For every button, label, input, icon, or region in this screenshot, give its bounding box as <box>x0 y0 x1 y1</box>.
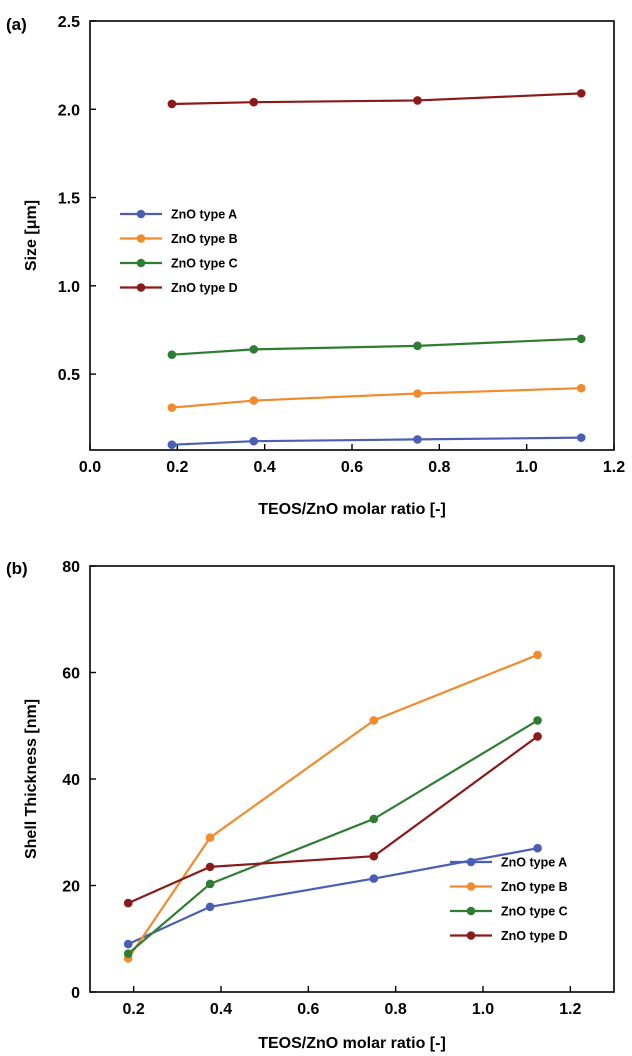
data-point <box>249 345 259 354</box>
series-zno-type-c <box>167 334 586 359</box>
series-zno-type-a <box>123 843 542 949</box>
x-tick-label: 0.4 <box>210 1001 232 1018</box>
data-point <box>533 716 542 725</box>
data-point <box>369 814 379 824</box>
series-line <box>127 735 539 905</box>
x-tick-label: 1.0 <box>472 1001 494 1018</box>
legend-swatch-marker <box>136 283 146 292</box>
series-zno-type-d <box>167 89 586 109</box>
data-point <box>167 403 177 412</box>
y-tick-label: 1.0 <box>58 279 80 296</box>
x-tick-label: 1.2 <box>603 459 625 476</box>
y-tick-label: 1.5 <box>58 191 80 208</box>
legend: ZnO type A ZnO type B ZnO type C ZnO type D <box>450 856 568 943</box>
x-tick-label: 0.8 <box>385 1001 407 1018</box>
x-tick-label: 0.6 <box>297 1001 319 1018</box>
legend: ZnO type A ZnO type B ZnO type C ZnO type D <box>120 208 238 295</box>
legend-label: ZnO type A <box>171 208 237 222</box>
y-axis-label: Size [μm] <box>23 200 40 271</box>
legend-swatch-marker <box>466 857 476 867</box>
legend-label: ZnO type B <box>171 232 238 246</box>
data-point <box>123 949 133 958</box>
series-line <box>127 719 539 955</box>
y-tick-label: 20 <box>62 879 80 896</box>
data-point <box>205 862 215 872</box>
data-point <box>576 433 586 442</box>
legend-label: ZnO type A <box>501 856 567 870</box>
legend-label: ZnO type B <box>501 880 568 894</box>
data-point <box>413 389 422 398</box>
y-tick-label: 2.0 <box>58 102 80 119</box>
legend-swatch-marker <box>466 882 476 891</box>
x-tick-label: 0.8 <box>428 459 450 476</box>
series-line <box>171 92 582 106</box>
x-tick-label: 0.0 <box>79 459 101 476</box>
y-tick-label: 60 <box>62 666 80 683</box>
series-zno-type-b <box>123 650 542 963</box>
data-point <box>249 97 259 107</box>
series-line <box>127 653 538 960</box>
series-zno-type-d <box>123 732 542 908</box>
x-tick-label: 0.2 <box>166 459 188 476</box>
size-chart: (a) 0.0 0.2 0.4 0.6 0.8 1.0 1.2 0.5 1.0 1.5 2.0 2.5 T… <box>6 14 625 518</box>
legend-swatch-marker <box>136 234 146 243</box>
x-axis-label: TEOS/ZnO molar ratio [-] <box>258 501 446 518</box>
y-axis-label: Shell Thickness [nm] <box>23 699 40 859</box>
data-point <box>167 440 177 450</box>
y-tick-label: 0.5 <box>58 367 80 384</box>
x-tick-label: 0.6 <box>341 459 363 476</box>
y-tick-label: 0 <box>71 985 80 1002</box>
series-line <box>171 387 582 409</box>
shell-thickness-chart: (b) 0.2 0.4 0.6 0.8 1.0 1.2 0 20 40 60 80 TEOS/ZnO m… <box>6 559 615 1052</box>
data-point <box>533 650 542 660</box>
data-point <box>167 350 177 359</box>
series-line <box>127 847 538 946</box>
legend-swatch-marker <box>136 258 146 268</box>
panel-label: (a) <box>6 15 27 34</box>
data-point <box>533 732 542 741</box>
series-line <box>171 337 582 356</box>
legend-swatch-marker <box>136 209 146 219</box>
panel-label: (b) <box>6 559 28 578</box>
series-zno-type-c <box>123 716 542 958</box>
x-tick-label: 1.0 <box>516 459 538 476</box>
data-point <box>576 89 586 98</box>
data-point <box>123 939 133 949</box>
legend-label: ZnO type C <box>171 257 238 271</box>
data-point <box>205 833 215 842</box>
data-point <box>205 879 215 889</box>
plot-frame <box>89 20 615 451</box>
data-point <box>369 874 379 883</box>
x-tick-label: 1.2 <box>559 1001 581 1018</box>
data-point <box>413 435 422 444</box>
legend-label: ZnO type D <box>171 281 238 295</box>
x-tick-label: 0.2 <box>123 1001 145 1018</box>
series-zno-type-a <box>167 433 586 450</box>
legend-label: ZnO type D <box>501 929 568 943</box>
data-point <box>167 99 177 109</box>
x-axis-label: TEOS/ZnO molar ratio [-] <box>258 1035 446 1052</box>
data-point <box>533 843 542 853</box>
data-point <box>123 898 133 908</box>
data-point <box>249 436 259 446</box>
data-point <box>413 96 422 105</box>
x-tick-label: 0.4 <box>254 459 276 476</box>
data-point <box>369 851 379 861</box>
data-point <box>249 396 259 405</box>
y-tick-label: 80 <box>62 559 80 576</box>
series-line <box>171 436 582 446</box>
data-point <box>369 716 379 725</box>
series-zno-type-b <box>167 383 586 412</box>
data-point <box>576 334 586 344</box>
y-tick-label: 2.5 <box>58 14 80 31</box>
legend-swatch-marker <box>466 906 476 916</box>
legend-label: ZnO type C <box>501 905 568 919</box>
legend-swatch-marker <box>466 931 476 940</box>
y-tick-label: 40 <box>62 772 80 789</box>
data-point <box>205 902 215 912</box>
data-point <box>413 341 422 351</box>
data-point <box>576 383 586 393</box>
